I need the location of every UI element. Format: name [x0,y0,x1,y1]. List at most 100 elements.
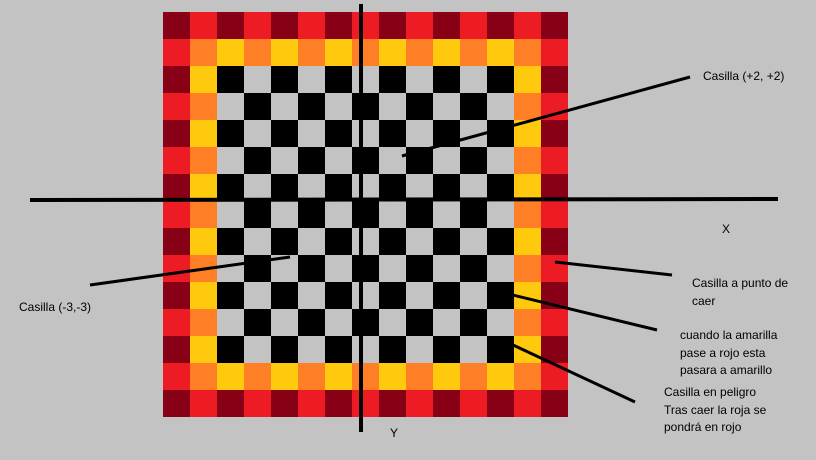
ring-square-red [352,390,379,417]
ring-square-red [406,12,433,39]
ring-square-red [541,390,568,417]
board-square [271,147,298,174]
middle-ring-yellow-orange [190,39,541,390]
ring-square-red [541,363,568,390]
board-square [244,201,271,228]
board-square [433,66,460,93]
ring-square-yellow [190,363,217,390]
label-yellow-to-red: cuando la amarilla pase a rojo esta pasa… [680,328,778,377]
ring-square-red [433,12,460,39]
ring-square-red [163,12,190,39]
ring-square-red [163,309,190,336]
ring-square-red [298,390,325,417]
ring-square-red [541,39,568,66]
board-square [325,282,352,309]
board-square [460,228,487,255]
ring-square-yellow [352,363,379,390]
board-square [244,174,271,201]
board-square [325,174,352,201]
ring-square-yellow [190,66,217,93]
ring-square-red [163,39,190,66]
ring-square-red [298,12,325,39]
board-square [325,228,352,255]
ring-square-red [406,390,433,417]
ring-square-red [325,390,352,417]
board-square [352,174,379,201]
board-square [217,336,244,363]
board-square [244,66,271,93]
board-square [217,201,244,228]
board-square [244,309,271,336]
board-square [433,282,460,309]
board-square [379,174,406,201]
board-square [487,174,514,201]
ring-square-yellow [487,39,514,66]
board-square [352,336,379,363]
board-square [487,201,514,228]
ring-square-yellow [190,228,217,255]
ring-square-red [163,66,190,93]
board-square [406,228,433,255]
board-square [487,255,514,282]
board-square [460,336,487,363]
board-square [325,201,352,228]
board-square [325,93,352,120]
board-square [487,120,514,147]
pointer-cell-pos [401,75,691,158]
ring-square-red [163,120,190,147]
ring-square-yellow [433,39,460,66]
board-square [460,93,487,120]
board-square [406,201,433,228]
ring-square-yellow [514,147,541,174]
ring-square-yellow [271,363,298,390]
board-square [379,282,406,309]
board-square [379,120,406,147]
ring-square-yellow [514,39,541,66]
board-square [298,228,325,255]
ring-square-red [217,12,244,39]
ring-square-yellow [190,201,217,228]
board-square [271,93,298,120]
ring-square-red [541,228,568,255]
ring-square-yellow [514,66,541,93]
ring-square-yellow [514,201,541,228]
pointer-about-to-fall [554,260,673,277]
board-square [217,120,244,147]
board-square [379,147,406,174]
ring-square-red [541,147,568,174]
ring-square-yellow [244,363,271,390]
board-square [460,147,487,174]
ring-square-red [541,174,568,201]
board-square [325,147,352,174]
board-square [460,282,487,309]
board-square [487,147,514,174]
ring-square-red [190,12,217,39]
ring-square-yellow [190,147,217,174]
outer-ring-red [163,12,568,417]
board-square [406,282,433,309]
board-square [406,174,433,201]
ring-square-yellow [190,39,217,66]
ring-square-yellow [514,93,541,120]
ring-square-red [190,390,217,417]
ring-square-yellow [217,363,244,390]
pointer-danger [512,343,636,404]
board-square [379,336,406,363]
board-square [352,309,379,336]
ring-square-yellow [379,363,406,390]
board-square [352,66,379,93]
pointer-cell-neg [89,255,291,287]
ring-square-yellow [487,363,514,390]
ring-square-yellow [190,120,217,147]
ring-square-red [244,12,271,39]
board-square [271,336,298,363]
ring-square-yellow [514,228,541,255]
ring-square-red [163,390,190,417]
board-square [325,66,352,93]
board-square [271,120,298,147]
ring-square-red [163,282,190,309]
board-square [406,120,433,147]
ring-square-yellow [298,39,325,66]
pointer-yellow-to-red [491,288,658,332]
ring-square-red [163,363,190,390]
